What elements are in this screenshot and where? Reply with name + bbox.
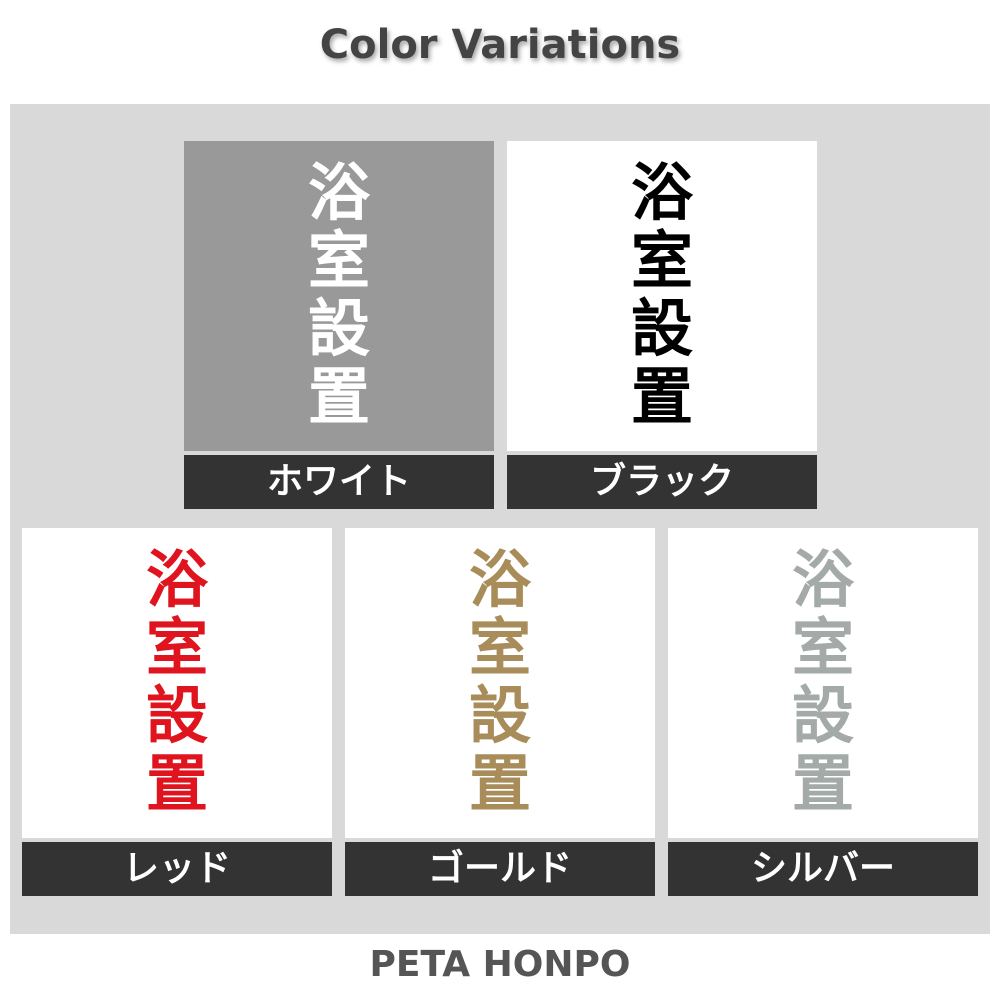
sign-char: 設 [468,679,531,752]
sign-char: 浴 [145,543,208,616]
sign-char: 設 [145,679,208,752]
variant-card: 浴室設置ゴールド [345,528,655,896]
sign-text: 浴室設置 [146,546,208,838]
variant-card: 浴室設置ブラック [507,141,817,509]
sign-text: 浴室設置 [792,546,854,838]
sign-char: 浴 [468,543,531,616]
variant-label: レッド [22,842,332,896]
sign-text: 浴室設置 [308,159,370,451]
sign-char: 室 [307,224,370,297]
variant-card: 浴室設置ホワイト [184,141,494,509]
sign-char: 浴 [630,156,693,229]
sign-plate: 浴室設置 [345,528,655,838]
page-title: Color Variations [319,22,681,68]
sign-char: 設 [630,292,693,365]
brand-footer: PETA HONPO [369,944,631,985]
sign-char: 置 [468,747,531,820]
sign-text: 浴室設置 [469,546,531,838]
sign-char: 置 [145,747,208,820]
sign-char: 浴 [307,156,370,229]
variant-label: ブラック [507,455,817,509]
sign-plate: 浴室設置 [22,528,332,838]
sign-text: 浴室設置 [631,159,693,451]
sign-char: 室 [468,611,531,684]
sign-plate: 浴室設置 [184,141,494,451]
variant-label: ホワイト [184,455,494,509]
sign-char: 設 [307,292,370,365]
sign-char: 置 [791,747,854,820]
variant-label: ゴールド [345,842,655,896]
sign-char: 室 [630,224,693,297]
sign-char: 置 [307,360,370,433]
sign-char: 浴 [791,543,854,616]
sign-char: 設 [791,679,854,752]
variant-card: 浴室設置シルバー [668,528,978,896]
sign-char: 室 [145,611,208,684]
sign-char: 室 [791,611,854,684]
sign-plate: 浴室設置 [668,528,978,838]
variant-label: シルバー [668,842,978,896]
variant-card: 浴室設置レッド [22,528,332,896]
sign-char: 置 [630,360,693,433]
sign-plate: 浴室設置 [507,141,817,451]
